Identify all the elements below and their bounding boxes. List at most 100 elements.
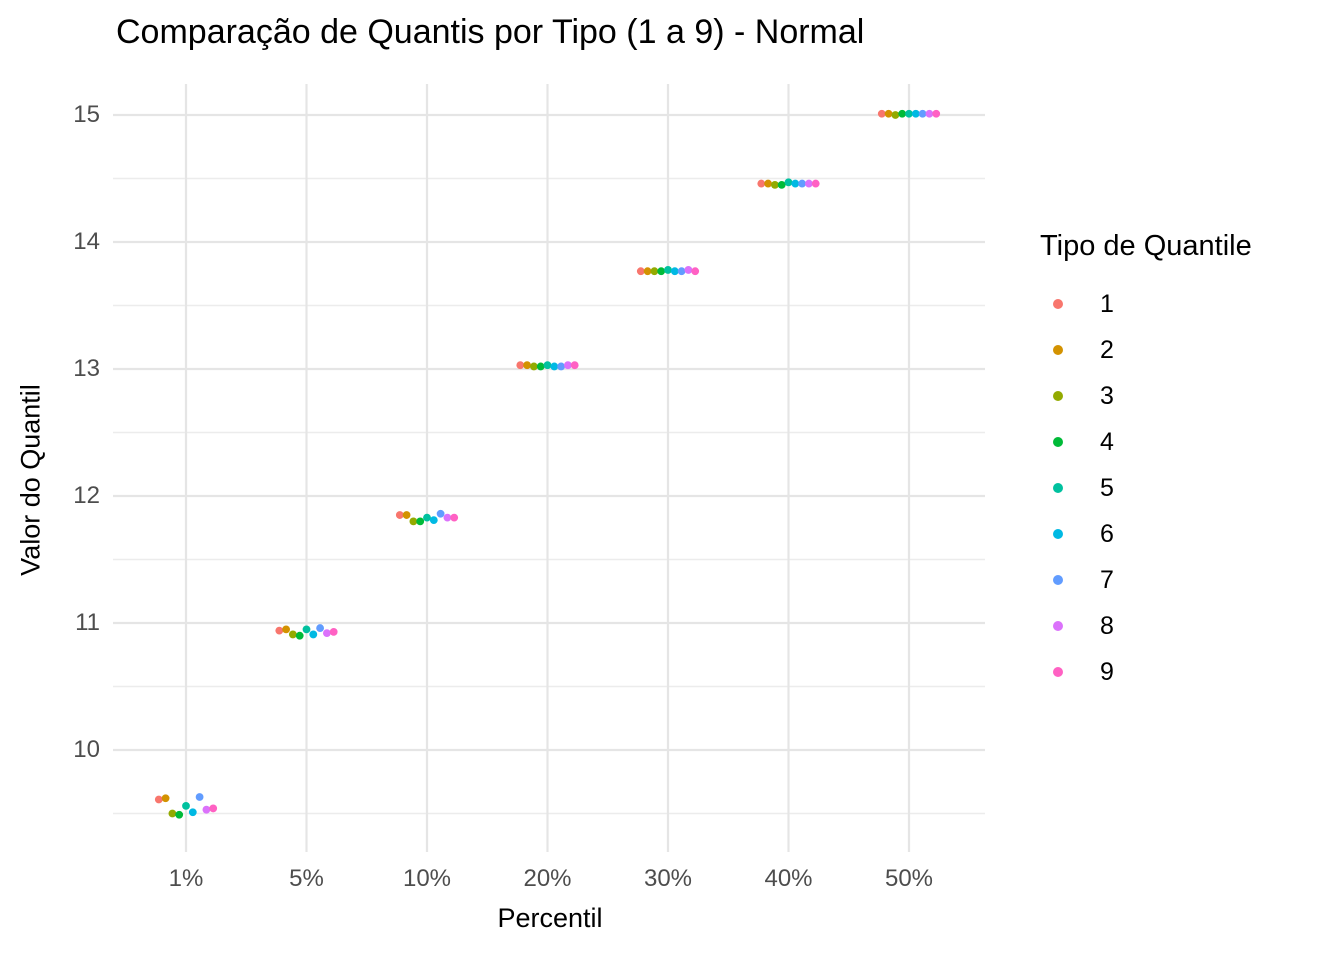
legend-item-label: 7 [1100,565,1114,594]
y-tick-label: 13 [73,355,100,382]
data-point [329,627,338,636]
data-point [650,267,659,276]
data-point [316,624,324,632]
data-point [395,511,404,519]
x-tick-label: 30% [643,865,693,892]
legend-item-label: 1 [1100,289,1114,318]
legend-item: 5 [1040,465,1330,511]
data-point [877,109,886,118]
data-point [557,362,565,371]
data-point [450,513,459,522]
data-point [443,513,452,522]
data-point [182,801,190,810]
data-point [643,267,652,276]
data-point [416,517,425,526]
data-point [536,362,545,371]
data-point [811,179,820,188]
legend-item-label: 2 [1100,335,1114,364]
data-point [905,109,913,118]
data-point [429,516,438,525]
data-point [684,266,693,274]
data-point [664,266,672,274]
data-point [530,362,538,371]
data-point [932,109,941,118]
x-tick-label: 1% [168,865,204,892]
data-point [202,805,211,814]
legend-item-label: 5 [1100,473,1114,502]
data-point [168,809,177,818]
y-tick-label: 11 [75,609,100,636]
legend-title: Tipo de Quantile [1040,230,1252,262]
legend-swatch-icon [1053,483,1063,493]
legend-item: 2 [1040,327,1330,373]
legend-swatch-icon [1053,667,1063,677]
data-point [677,267,686,276]
data-point [161,794,170,803]
legend-item: 1 [1040,281,1330,327]
data-point [898,109,907,118]
data-point [636,267,645,276]
data-point [409,517,418,526]
x-tick-label: 40% [764,865,813,892]
data-point [657,267,666,276]
data-point [436,509,445,518]
legend-swatch-icon [1053,437,1063,447]
data-point [523,361,531,370]
data-point [195,793,204,801]
data-point [670,267,679,276]
legend-item-label: 4 [1100,427,1114,456]
legend-item: 7 [1040,557,1330,603]
legend-swatch-icon [1053,529,1063,539]
legend-item: 9 [1040,649,1330,695]
data-point [516,361,525,370]
data-point [777,180,786,189]
data-point [209,804,218,813]
data-point [323,629,331,638]
legend-swatch-icon [1053,345,1063,355]
data-point [295,631,304,640]
data-point [402,511,411,519]
data-point [757,179,766,188]
data-point [175,810,184,819]
data-point [925,109,934,118]
x-axis-title: Percentil [497,903,603,933]
data-point [564,361,572,370]
data-point [798,179,806,188]
legend-swatch-icon [1053,621,1063,631]
legend-item-label: 9 [1100,657,1114,686]
data-point [302,625,311,634]
legend-item: 3 [1040,373,1330,419]
data-point [423,513,431,522]
legend-item: 8 [1040,603,1330,649]
y-axis-title: Valor do Quantil [15,384,46,576]
x-tick-label: 5% [289,865,324,892]
data-point [550,362,559,371]
legend-swatch-icon [1053,391,1063,401]
data-point [188,808,197,817]
data-point [891,111,900,119]
data-point [543,361,552,370]
data-point [784,178,793,187]
data-point [764,179,772,188]
legend-item: 6 [1040,511,1330,557]
data-point [911,109,920,118]
y-tick-label: 10 [73,736,100,763]
data-point [309,630,318,639]
data-point [154,795,163,804]
data-point [282,625,290,634]
x-tick-label: 20% [523,865,572,892]
legend-item: 4 [1040,419,1330,465]
data-point [805,179,813,188]
data-point [791,179,800,188]
y-tick-label: 15 [73,101,100,128]
data-point [289,630,297,639]
x-tick-label: 50% [884,865,934,892]
x-tick-label: 10% [402,865,452,892]
data-point [570,361,579,370]
legend-item-label: 6 [1100,519,1114,548]
data-point [771,180,779,189]
data-point [691,267,700,276]
legend-item-label: 8 [1100,611,1114,640]
